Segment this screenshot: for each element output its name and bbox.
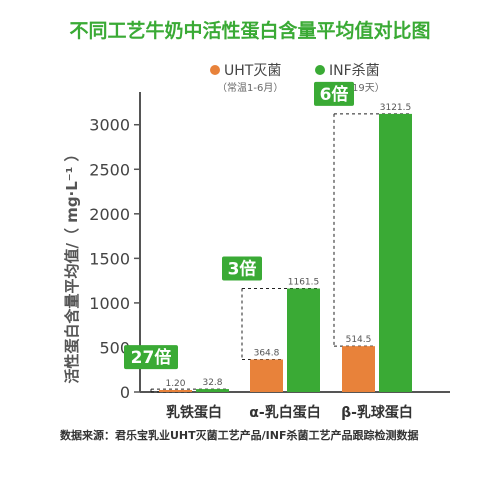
x-categories: 乳铁蛋白 α-乳白蛋白 β-乳球蛋白 [166,404,413,421]
bar [287,288,320,392]
bar [196,389,229,392]
bar [342,346,375,392]
ratio-label: 27倍 [131,347,172,368]
y-ticks: 0 500 1000 1500 2000 2500 3000 [89,116,140,402]
y-tick-label: 2000 [89,205,130,224]
y-axis-label: 活性蛋白含量平均值/（ mg·L⁻¹ ） [63,146,81,383]
value-label: 514.5 [346,335,372,345]
ratio-badge [314,81,354,106]
chart-title: 不同工艺牛奶中活性蛋白含量平均值对比图 [69,20,431,42]
ratio-label: 6倍 [320,84,349,105]
ratio-badge [222,256,262,281]
x-category-label: β-乳球蛋白 [341,404,413,421]
value-label: 1.20 [165,379,185,389]
y-tick-label: 0 [120,383,130,402]
y-tick-label: 1000 [89,294,130,313]
data-source-note: 数据来源：君乐宝乳业UHT灭菌工艺产品/INF杀菌工艺产品跟踪检测数据 [60,429,419,442]
legend-label-uht: UHT灭菌 [224,63,281,79]
ratio-label: 3倍 [228,259,257,280]
value-label: 1161.5 [288,278,320,288]
value-label: 32.8 [202,378,222,388]
ratio-badges: 27倍 3倍 6倍 [124,81,354,370]
legend-note-uht: （常温1-6月） [217,81,283,94]
legend: UHT灭菌 （常温1-6月） INF杀菌 （低温19天） [210,63,385,94]
x-category-label: α-乳白蛋白 [249,404,320,421]
x-category-label: 乳铁蛋白 [166,404,222,421]
bar [379,113,412,393]
value-label: 364.8 [254,348,280,358]
value-labels: 1.20 32.8 364.8 1161.5 514.5 3121.5 [165,103,411,389]
ratio-badge [124,345,178,370]
value-label: 3121.5 [380,103,412,113]
bars [159,113,412,393]
y-tick-label: 3000 [89,116,130,135]
legend-marker-uht [210,65,220,75]
bar [159,390,192,392]
y-tick-label: 2500 [89,160,130,179]
legend-marker-inf [315,65,325,75]
y-tick-label: 1500 [89,249,130,268]
y-tick-label: 500 [99,338,130,357]
legend-label-inf: INF杀菌 [329,63,380,79]
bar [250,359,283,392]
